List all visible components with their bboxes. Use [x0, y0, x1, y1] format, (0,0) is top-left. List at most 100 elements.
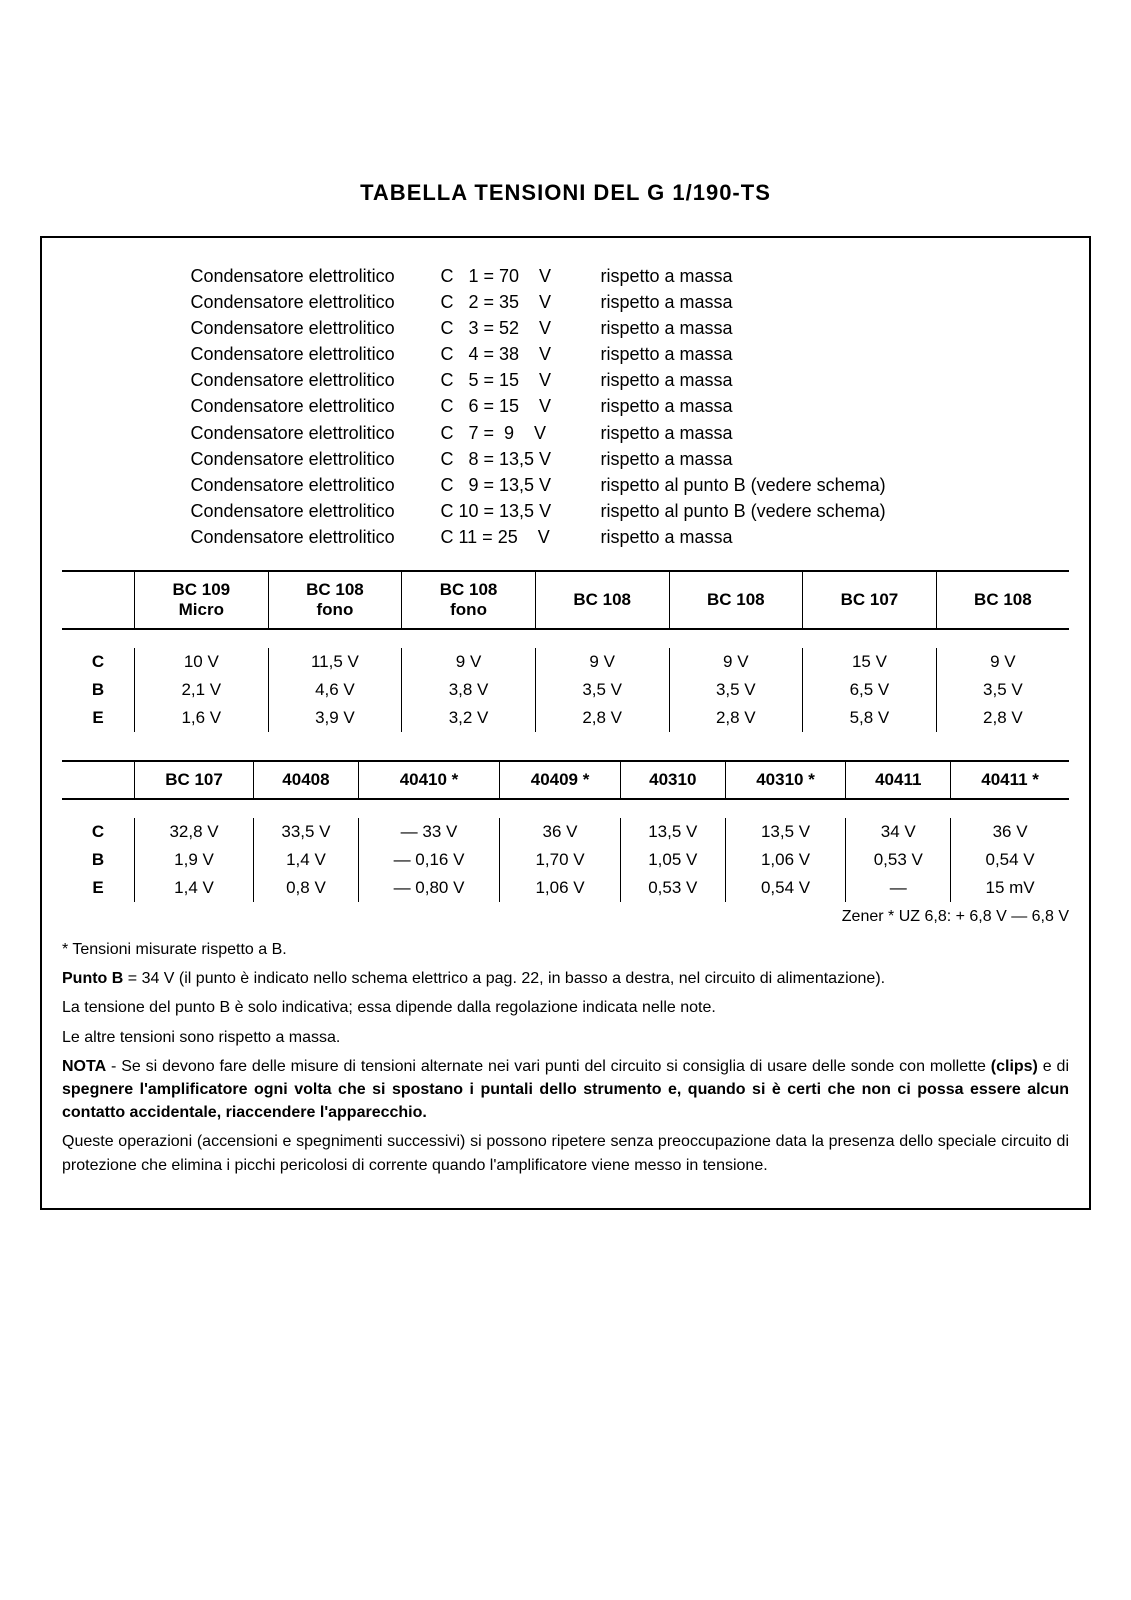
cell: 2,8 V	[535, 704, 669, 732]
th: BC 108	[535, 571, 669, 629]
cap-eq: C 10 = 13,5 V	[441, 498, 601, 524]
cell: 6,5 V	[803, 676, 937, 704]
cell: 33,5 V	[254, 818, 359, 846]
th: 40410 *	[358, 761, 499, 799]
cell: 1,4 V	[135, 874, 254, 902]
cap-eq: C 8 = 13,5 V	[441, 446, 601, 472]
cap-label: Condensatore elettrolitico	[191, 498, 441, 524]
cap-label: Condensatore elettrolitico	[191, 367, 441, 393]
row-label: E	[62, 874, 135, 902]
cell: 3,8 V	[402, 676, 536, 704]
cap-note: rispetto al punto B (vedere schema)	[601, 472, 941, 498]
voltage-table-2: BC 107 40408 40410 * 40409 * 40310 40310…	[62, 760, 1069, 902]
content-box: Condensatore elettroliticoC 1 = 70 Vrisp…	[40, 236, 1091, 1210]
cap-row: Condensatore elettroliticoC 1 = 70 Vrisp…	[62, 263, 1069, 289]
th: BC 109 Micro	[135, 571, 269, 629]
th: BC 108	[669, 571, 803, 629]
cell: 9 V	[535, 648, 669, 676]
footnote: * Tensioni misurate rispetto a B.	[62, 938, 1069, 961]
row-label: B	[62, 846, 135, 874]
table-row: E 1,6 V 3,9 V 3,2 V 2,8 V 2,8 V 5,8 V 2,…	[62, 704, 1069, 732]
cap-label: Condensatore elettrolitico	[191, 263, 441, 289]
cell: 13,5 V	[725, 818, 846, 846]
cell: 1,9 V	[135, 846, 254, 874]
cap-note: rispetto a massa	[601, 289, 941, 315]
label: NOTA	[62, 1058, 106, 1075]
row-label: B	[62, 676, 135, 704]
cap-row: Condensatore elettroliticoC 9 = 13,5 Vri…	[62, 472, 1069, 498]
cell: 3,9 V	[268, 704, 402, 732]
cap-row: Condensatore elettroliticoC 4 = 38 Vrisp…	[62, 341, 1069, 367]
th: 40409 *	[500, 761, 621, 799]
cap-row: Condensatore elettroliticoC 8 = 13,5 Vri…	[62, 446, 1069, 472]
cell: 32,8 V	[135, 818, 254, 846]
cap-label: Condensatore elettrolitico	[191, 446, 441, 472]
cell: 2,8 V	[669, 704, 803, 732]
th: 40411 *	[951, 761, 1069, 799]
cap-note: rispetto al punto B (vedere schema)	[601, 498, 941, 524]
cell: — 0,80 V	[358, 874, 499, 902]
text: e di	[1038, 1058, 1069, 1075]
cell: 3,5 V	[535, 676, 669, 704]
cell: 34 V	[846, 818, 951, 846]
cap-eq: C 9 = 13,5 V	[441, 472, 601, 498]
cell: — 0,16 V	[358, 846, 499, 874]
cell: 9 V	[402, 648, 536, 676]
cell: 1,70 V	[500, 846, 621, 874]
cell: 9 V	[669, 648, 803, 676]
cap-eq: C 5 = 15 V	[441, 367, 601, 393]
cell: 11,5 V	[268, 648, 402, 676]
cell: 15 mV	[951, 874, 1069, 902]
cap-row: Condensatore elettroliticoC 7 = 9 Vrispe…	[62, 420, 1069, 446]
table-row: C 32,8 V 33,5 V — 33 V 36 V 13,5 V 13,5 …	[62, 818, 1069, 846]
cell: 0,54 V	[725, 874, 846, 902]
cap-label: Condensatore elettrolitico	[191, 315, 441, 341]
cap-row: Condensatore elettroliticoC 6 = 15 Vrisp…	[62, 393, 1069, 419]
cap-note: rispetto a massa	[601, 315, 941, 341]
cap-eq: C 1 = 70 V	[441, 263, 601, 289]
cap-note: rispetto a massa	[601, 524, 941, 550]
cap-row: Condensatore elettroliticoC 2 = 35 Vrisp…	[62, 289, 1069, 315]
zener-note: Zener * UZ 6,8: + 6,8 V — 6,8 V	[62, 908, 1069, 926]
th: BC 108	[936, 571, 1069, 629]
th: 40310	[620, 761, 725, 799]
th	[62, 761, 135, 799]
cell: 5,8 V	[803, 704, 937, 732]
cell: 36 V	[951, 818, 1069, 846]
row-label: C	[62, 818, 135, 846]
cap-label: Condensatore elettrolitico	[191, 393, 441, 419]
cap-note: rispetto a massa	[601, 420, 941, 446]
cell: 3,5 V	[936, 676, 1069, 704]
th: BC 107	[803, 571, 937, 629]
text: = 34 V (il punto è indicato nello schema…	[123, 970, 885, 987]
th: 40310 *	[725, 761, 846, 799]
cap-row: Condensatore elettroliticoC 11 = 25 Vris…	[62, 524, 1069, 550]
label: (clips)	[991, 1058, 1038, 1075]
table-row: E 1,4 V 0,8 V — 0,80 V 1,06 V 0,53 V 0,5…	[62, 874, 1069, 902]
cap-label: Condensatore elettrolitico	[191, 472, 441, 498]
cell: 10 V	[135, 648, 269, 676]
cell: 1,06 V	[500, 874, 621, 902]
th: 40408	[254, 761, 359, 799]
table-row: C 10 V 11,5 V 9 V 9 V 9 V 15 V 9 V	[62, 648, 1069, 676]
cell: 1,4 V	[254, 846, 359, 874]
cell: 15 V	[803, 648, 937, 676]
cap-label: Condensatore elettrolitico	[191, 524, 441, 550]
th: 40411	[846, 761, 951, 799]
cap-row: Condensatore elettroliticoC 5 = 15 Vrisp…	[62, 367, 1069, 393]
th: BC 107	[135, 761, 254, 799]
th	[62, 571, 135, 629]
footnote: La tensione del punto B è solo indicativ…	[62, 996, 1069, 1019]
cap-eq: C 7 = 9 V	[441, 420, 601, 446]
cell: 4,6 V	[268, 676, 402, 704]
footnote: NOTA - Se si devono fare delle misure di…	[62, 1055, 1069, 1125]
cell: 0,53 V	[620, 874, 725, 902]
cap-row: Condensatore elettroliticoC 10 = 13,5 Vr…	[62, 498, 1069, 524]
table-row: B 2,1 V 4,6 V 3,8 V 3,5 V 3,5 V 6,5 V 3,…	[62, 676, 1069, 704]
text: - Se si devono fare delle misure di tens…	[106, 1058, 991, 1075]
cell: 0,53 V	[846, 846, 951, 874]
cell: 1,6 V	[135, 704, 269, 732]
cap-eq: C 3 = 52 V	[441, 315, 601, 341]
label: spegnere l'amplificatore ogni volta che …	[62, 1081, 1069, 1121]
table-row: B 1,9 V 1,4 V — 0,16 V 1,70 V 1,05 V 1,0…	[62, 846, 1069, 874]
